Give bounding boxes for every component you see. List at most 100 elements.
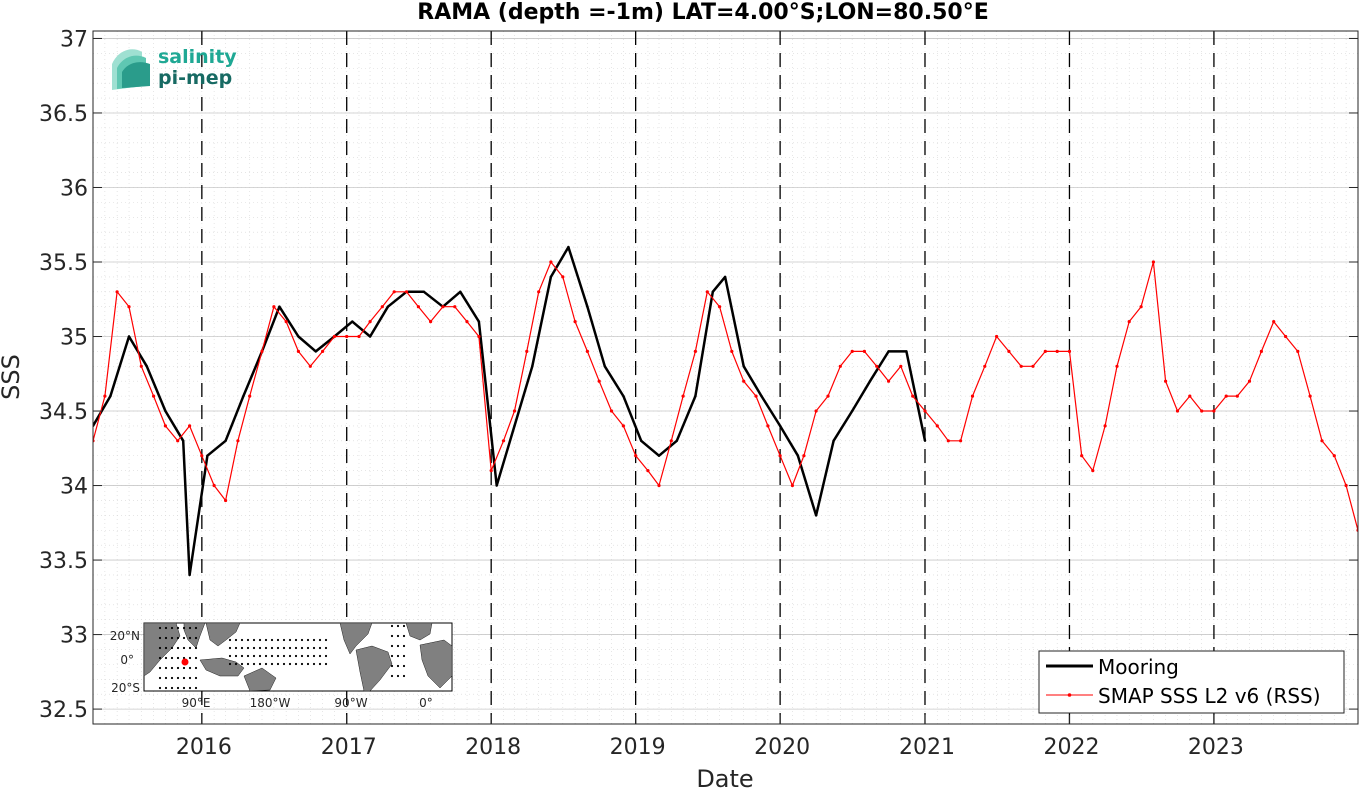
mooring-data-point <box>351 320 354 323</box>
mooring-data-point <box>127 335 131 338</box>
legend-mooring-label: Mooring <box>1098 655 1179 679</box>
inset-mooring-dot <box>390 644 394 648</box>
inset-mooring-dot <box>282 662 286 666</box>
smap-data-point <box>1320 439 1324 443</box>
inset-mooring-dot <box>312 638 316 642</box>
inset-mooring-dot <box>276 638 280 642</box>
smap-data-point <box>512 409 517 413</box>
smap-data-point <box>489 469 493 473</box>
inset-mooring-dot <box>240 638 244 642</box>
inset-mooring-dot <box>158 666 162 670</box>
smap-data-point <box>404 290 409 294</box>
inset-mooring-dot <box>158 676 162 680</box>
inset-mooring-dot <box>282 638 286 642</box>
inset-mooring-dot <box>324 662 328 666</box>
smap-data-point <box>946 439 950 443</box>
inset-mooring-dot <box>258 662 262 666</box>
inset-mooring-dot <box>324 638 328 642</box>
inset-mooring-dot <box>158 636 162 640</box>
inset-map-land <box>143 622 453 692</box>
mooring-data-point <box>531 365 534 368</box>
inset-lon-label: 90°E <box>182 696 211 710</box>
inset-mooring-dot <box>188 636 192 640</box>
inset-mooring-dot <box>234 662 238 666</box>
smap-data-point <box>862 349 867 353</box>
mooring-data-point <box>622 394 625 398</box>
smap-data-point <box>1296 349 1300 353</box>
smap-data-point <box>1031 364 1035 368</box>
mooring-series-line <box>93 245 927 577</box>
inset-mooring-dot <box>390 664 394 668</box>
smap-data-point <box>1139 305 1143 309</box>
smap-data-point <box>103 394 107 398</box>
smap-data-point <box>115 290 119 294</box>
inset-mooring-dot <box>306 646 310 650</box>
mooring-data-point <box>603 365 606 368</box>
inset-mooring-dot <box>170 636 174 640</box>
mooring-data-point <box>675 439 678 442</box>
inset-mooring-dot <box>258 646 262 650</box>
inset-mooring-dot <box>258 654 262 658</box>
inset-mooring-dot <box>282 654 286 658</box>
smap-data-point <box>284 320 288 324</box>
inset-mooring-dot <box>396 674 400 678</box>
inset-mooring-dot <box>306 662 310 666</box>
smap-data-point <box>260 349 264 353</box>
smap-data-point <box>609 409 614 413</box>
smap-data-point <box>200 454 204 458</box>
smap-data-point <box>453 305 457 309</box>
logo-text-salinity: salinity <box>158 46 237 68</box>
smap-data-point <box>899 364 903 368</box>
smap-data-point <box>814 409 818 413</box>
smap-data-point <box>1007 349 1011 353</box>
inset-mooring-dot <box>270 646 274 650</box>
smap-data-point <box>1080 454 1084 458</box>
inset-mooring-dot <box>300 646 304 650</box>
mooring-data-point <box>368 335 372 338</box>
inset-mooring-dot <box>294 654 298 658</box>
inset-mooring-dot <box>402 644 406 648</box>
mooring-data-point <box>796 454 800 457</box>
inset-mooring-dot <box>158 646 162 650</box>
inset-mooring-dot <box>390 634 394 638</box>
smap-data-point <box>754 394 758 398</box>
inset-mooring-dot <box>176 656 180 660</box>
smap-data-point <box>1067 349 1072 353</box>
y-tick-label: 37 <box>60 27 88 52</box>
smap-data-point <box>1308 394 1312 398</box>
inset-mooring-dot <box>170 676 174 680</box>
mooring-data-point <box>422 290 426 293</box>
y-tick-label: 35 <box>60 326 88 351</box>
mooring-data-point <box>868 380 872 383</box>
smap-data-point <box>875 364 879 368</box>
inset-mooring-dot <box>276 654 280 658</box>
smap-data-point <box>838 364 842 368</box>
x-tick-label: 2020 <box>754 735 810 760</box>
inset-mooring-dot <box>194 636 198 640</box>
smap-data-point <box>681 394 685 398</box>
y-axis-label: SSS <box>0 354 25 400</box>
smap-series-line <box>93 261 1358 531</box>
inset-mooring-dot <box>170 666 174 670</box>
inset-mooring-dot <box>240 654 244 658</box>
mooring-data-point <box>314 350 317 353</box>
smap-data-point <box>597 379 601 383</box>
smap-data-point <box>970 394 975 398</box>
inset-mooring-dot <box>276 662 280 666</box>
inset-mooring-dot <box>176 636 180 640</box>
inset-mooring-dot <box>234 638 238 642</box>
y-tick-label: 33.5 <box>39 549 88 574</box>
smap-data-point <box>1019 364 1023 368</box>
smap-data-point <box>308 364 312 368</box>
logo-text-pi-mep: pi-mep <box>158 67 232 89</box>
inset-mooring-dot <box>246 662 250 666</box>
inset-mooring-dot <box>246 646 250 650</box>
inset-mooring-dot <box>282 646 286 650</box>
inset-mooring-dot <box>270 662 274 666</box>
smap-data-point <box>163 424 167 428</box>
mooring-data-point <box>459 290 462 293</box>
axes-box <box>92 30 1359 725</box>
x-tick-label: 2016 <box>176 735 232 760</box>
inset-mooring-dot <box>234 646 238 650</box>
inset-mooring-dot <box>270 654 274 658</box>
